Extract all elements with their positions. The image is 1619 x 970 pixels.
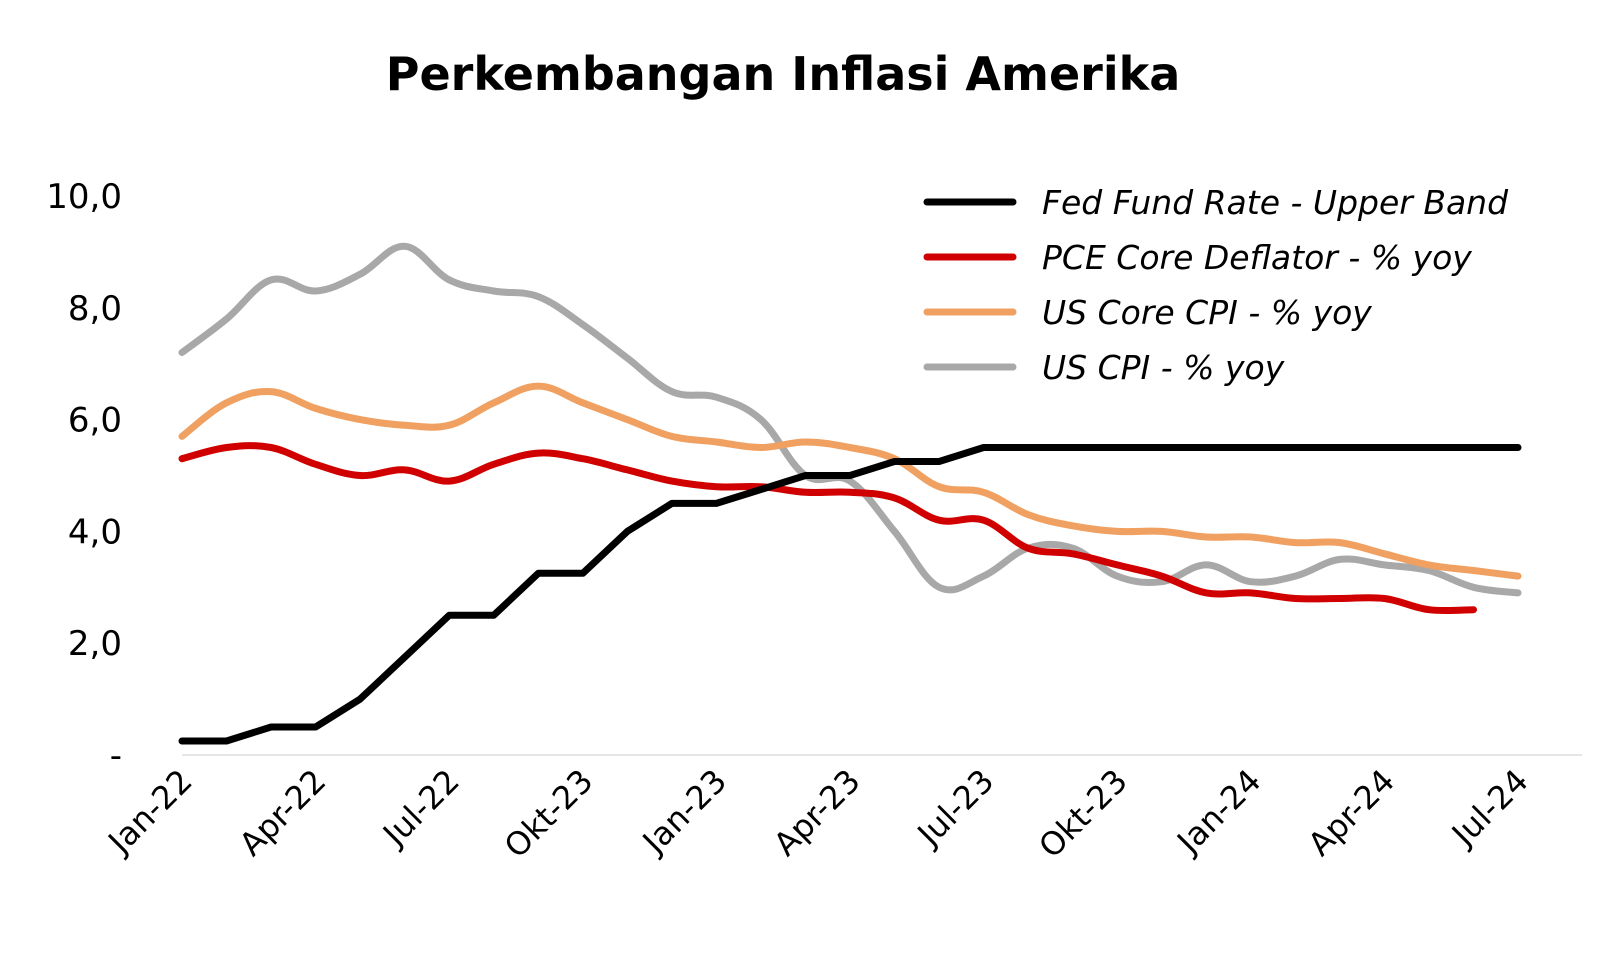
x-axis-ticks: Jan-22 Apr-22 Jul-22 Okt-23 Jan-23 Apr-23 Jul-… (100, 762, 1536, 866)
series-lines (178, 242, 1522, 745)
x-tick-label: Jul-24 (1443, 762, 1536, 855)
legend-label-pce-core-deflator: PCE Core Deflator - % yoy (1042, 238, 1472, 277)
y-tick-label: 4,0 (68, 512, 122, 552)
series-line-pce-core-deflator (178, 442, 1477, 615)
x-tick-label: Jan-23 (634, 762, 734, 862)
series-line-fed-fund-rate (178, 444, 1522, 745)
x-tick-label: Apr-24 (1301, 762, 1403, 864)
series-line-us-cpi (178, 242, 1522, 597)
x-tick-label: Okt-23 (1031, 762, 1135, 866)
legend-label-us-core-cpi: US Core CPI - % yoy (1042, 293, 1372, 332)
x-tick-label: Jul-22 (374, 762, 467, 855)
y-tick-label: 6,0 (68, 401, 122, 441)
y-axis-ticks: - 2,0 4,0 6,0 8,0 10,0 (46, 177, 122, 776)
chart-title: Perkembangan Inflasi Amerika (386, 47, 1181, 101)
legend-label-fed-fund-rate: Fed Fund Rate - Upper Band (1042, 183, 1509, 222)
x-tick-label: Apr-22 (232, 762, 334, 864)
y-tick-label: 10,0 (46, 177, 122, 217)
x-tick-label: Jan-24 (1168, 762, 1268, 862)
y-tick-label: 8,0 (68, 289, 122, 329)
y-tick-label: 2,0 (68, 624, 122, 664)
x-tick-label: Jan-22 (100, 762, 200, 862)
y-tick-label: - (110, 736, 122, 776)
chart-legend: Fed Fund Rate - Upper Band PCE Core Defla… (923, 183, 1509, 387)
x-tick-label: Jul-23 (909, 762, 1002, 855)
series-line-us-core-cpi (178, 382, 1522, 580)
x-tick-label: Apr-23 (766, 762, 868, 864)
x-tick-label: Okt-23 (497, 762, 601, 866)
legend-label-us-cpi: US CPI - % yoy (1042, 348, 1285, 387)
